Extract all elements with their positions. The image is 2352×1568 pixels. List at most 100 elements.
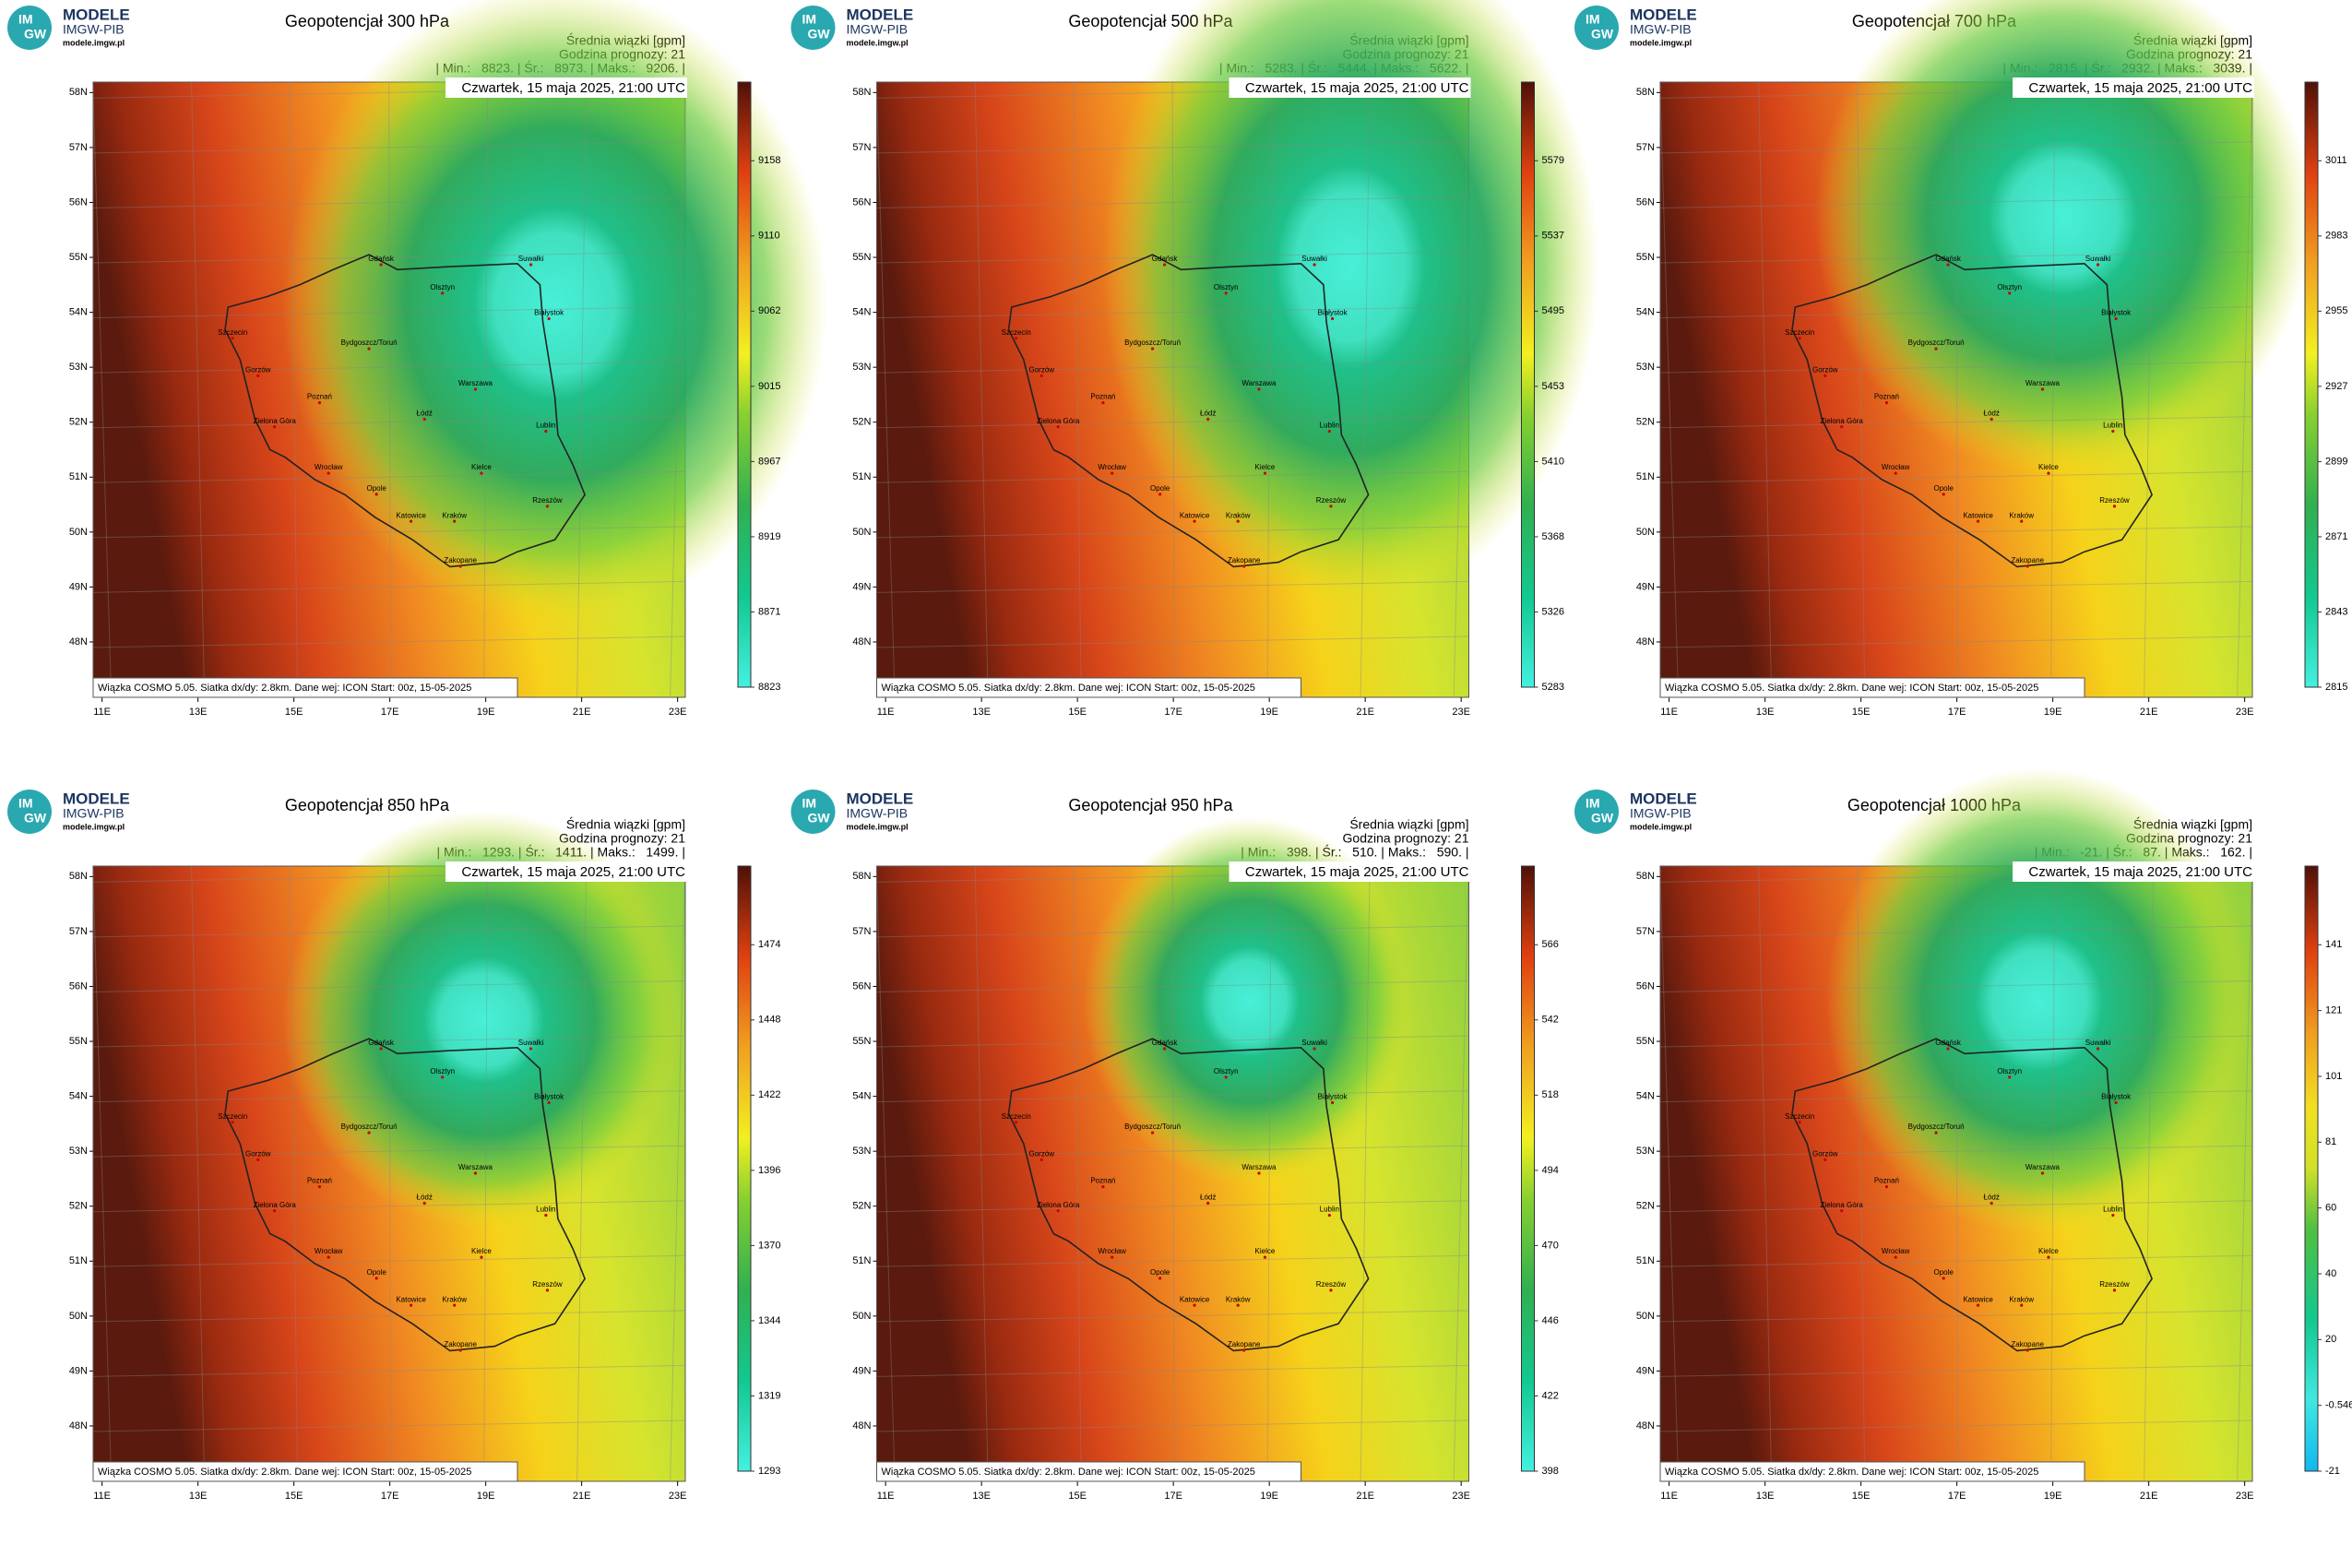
city-label: Rzeszów: [2099, 496, 2130, 505]
lat-label: 53N: [1636, 1146, 1655, 1157]
city-dot: [547, 316, 551, 321]
city-label: Poznań: [1090, 393, 1115, 401]
city-dot: [1150, 347, 1155, 350]
colorbar-label: 20: [2325, 1334, 2336, 1345]
colorbar-label: 9158: [758, 155, 780, 166]
city-dot: [1976, 1303, 1980, 1307]
city-dot: [422, 1201, 426, 1206]
colorbar-label: 1293: [758, 1466, 780, 1477]
city-label: Kraków: [442, 511, 467, 519]
city-label: Suwałki: [2085, 1039, 2111, 1047]
city-dot: [544, 429, 548, 434]
parallel: [876, 361, 1469, 374]
lat-label: 52N: [852, 417, 871, 428]
lon-label: 15E: [285, 1491, 303, 1502]
city-dot: [2114, 1100, 2118, 1105]
lat-label: 49N: [69, 581, 88, 592]
meridian: [974, 865, 989, 1482]
logo-name: MODELE: [847, 6, 914, 23]
lat-label: 49N: [852, 1365, 871, 1376]
logo-url: modele.imgw.pl: [1630, 38, 1692, 47]
city-label: Poznań: [1874, 1177, 1899, 1185]
city-label: Opole: [1150, 1268, 1170, 1277]
lon-label: 15E: [1852, 707, 1871, 718]
city-dot: [545, 505, 550, 508]
colorbar-label: 1319: [758, 1390, 780, 1401]
city-dot: [480, 1255, 483, 1259]
lat-label: 54N: [69, 306, 88, 317]
city-label: Katowice: [1180, 1295, 1210, 1303]
lon-label: 21E: [573, 707, 591, 718]
colorbar-label: 5283: [1542, 682, 1564, 693]
lon-label: 17E: [1164, 707, 1182, 718]
city-label: Kielce: [471, 463, 492, 471]
colorbar-label: 2843: [2325, 606, 2347, 617]
colorbar-label: 1422: [758, 1089, 780, 1100]
city-dot: [1329, 505, 1333, 508]
city-label: Gdańsk: [1152, 255, 1179, 263]
lat-label: 50N: [1636, 1311, 1655, 1322]
logo-org: IMGW-PIB: [847, 22, 909, 37]
colorbar-label: 5537: [1542, 231, 1564, 242]
city-label: Olsztyn: [1997, 283, 2022, 291]
city-dot: [1162, 1047, 1167, 1051]
meridian: [576, 81, 588, 698]
city-dot: [453, 519, 457, 523]
date: Czwartek, 15 maja 2025, 21:00 UTC: [461, 864, 685, 880]
meridian: [576, 865, 588, 1482]
city-label: Olsztyn: [1214, 1067, 1239, 1075]
lon-label: 17E: [1948, 707, 1966, 718]
city-label: Rzeszów: [1316, 1280, 1347, 1289]
city-label: Warszawa: [2025, 1163, 2061, 1171]
city-dot: [2111, 429, 2115, 434]
city-dot: [1946, 1047, 1950, 1051]
city-label: Kraków: [2009, 1295, 2034, 1303]
meridian: [1955, 81, 1959, 698]
parallel: [876, 196, 1469, 208]
colorbar-label: 40: [2325, 1268, 2336, 1279]
lat-label: 51N: [69, 1255, 88, 1266]
city-label: Kielce: [2038, 463, 2059, 471]
footer: Wiązka COSMO 5.05. Siatka dx/dy: 2.8km. …: [882, 683, 1255, 694]
city-label: Poznań: [1874, 393, 1899, 401]
lat-label: 50N: [69, 1311, 88, 1322]
city-dot: [458, 564, 462, 568]
lon-label: 21E: [1356, 707, 1374, 718]
city-label: Kraków: [442, 1295, 467, 1303]
lon-label: 11E: [93, 1491, 111, 1502]
city-dot: [545, 1289, 550, 1292]
city-dot: [441, 1075, 445, 1079]
parallel: [876, 1420, 1469, 1432]
meridian: [1171, 865, 1175, 1482]
lon-label: 13E: [972, 1491, 991, 1502]
city-dot: [2111, 1213, 2115, 1218]
city-dot: [1934, 1131, 1938, 1134]
city-label: Suwałki: [518, 1039, 544, 1047]
parallel: [876, 1254, 1469, 1267]
parallel: [876, 1035, 1469, 1048]
city-dot: [1150, 1131, 1155, 1134]
meridian: [388, 865, 392, 1482]
lat-label: 57N: [852, 926, 871, 937]
logo-name: MODELE: [1630, 790, 1697, 807]
city-label: Białystok: [534, 1093, 564, 1101]
city-label: Katowice: [1180, 511, 1210, 519]
city-dot: [547, 1100, 551, 1105]
city-dot: [374, 493, 378, 496]
colorbar-label: 1370: [758, 1240, 780, 1251]
parallel: [1659, 141, 2253, 154]
meridian: [974, 81, 989, 698]
city-label: Katowice: [1963, 511, 1993, 519]
city-dot: [367, 1131, 371, 1134]
parallel: [876, 1090, 1469, 1103]
city-label: Olsztyn: [430, 1067, 455, 1075]
city-dot: [1946, 263, 1950, 267]
parallel: [1659, 526, 2253, 539]
forecast-hour: Godzina prognozy: 21: [559, 831, 685, 846]
city-dot: [1840, 1209, 1844, 1213]
parallel: [1659, 1145, 2253, 1158]
city-dot: [1823, 1158, 1827, 1161]
parallel: [1659, 196, 2253, 208]
